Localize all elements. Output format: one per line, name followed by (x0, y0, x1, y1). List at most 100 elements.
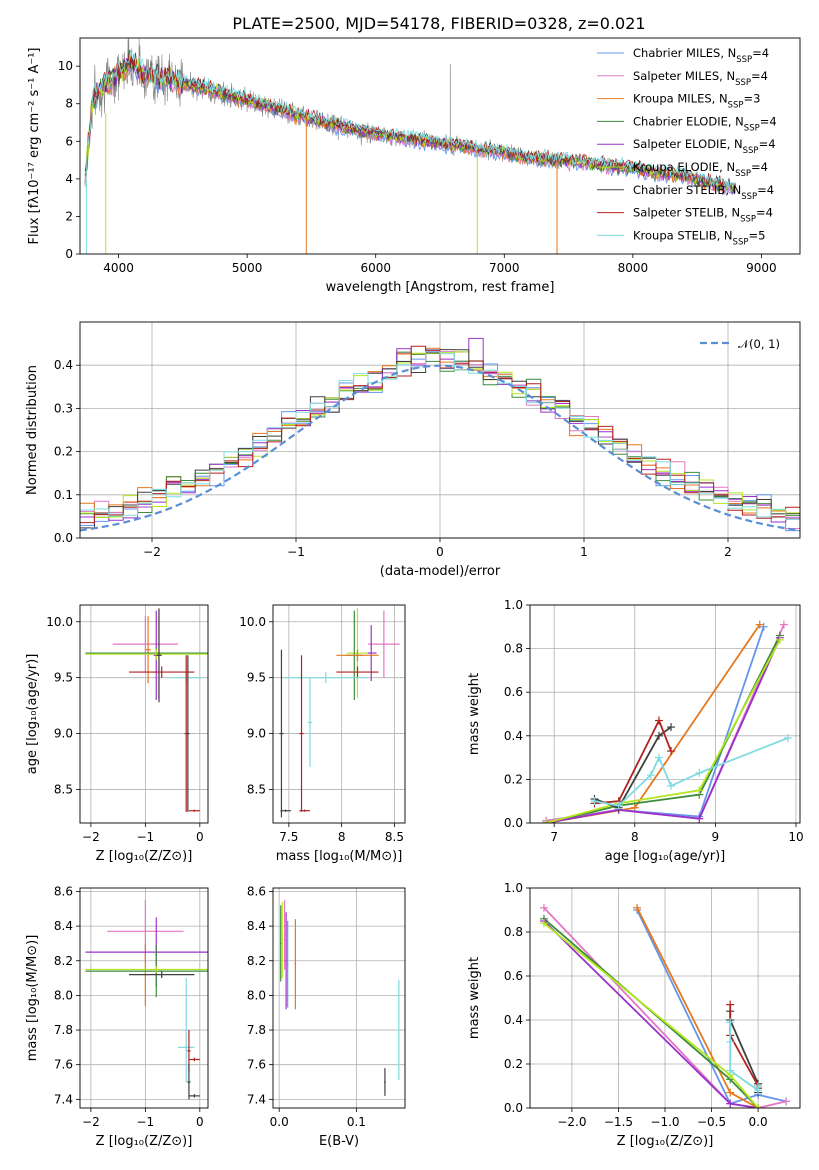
x-tick-label: 7.5 (279, 830, 298, 844)
y-tick-label: 8.2 (54, 954, 73, 968)
x-tick-label: 1 (580, 545, 588, 559)
x-tick-label: −1 (137, 1115, 155, 1129)
model-spectrum (84, 49, 736, 193)
y-tick-label: 7.6 (247, 1058, 266, 1072)
model-spectrum (84, 49, 736, 190)
normal-curve (80, 364, 800, 532)
histogram-step (80, 345, 800, 524)
x-tick-label: 8 (338, 830, 346, 844)
x-axis-label: Z [log₁₀(Z/Z⊙)] (96, 849, 193, 864)
y-tick-label: 7.8 (247, 1023, 266, 1037)
axes-frame (79, 37, 801, 255)
x-tick-label: 8 (631, 830, 639, 844)
x-tick-label: 8.5 (385, 830, 404, 844)
y-tick-label: 7.4 (247, 1092, 266, 1106)
x-tick-label: −1 (287, 545, 305, 559)
x-tick-label: 0.0 (749, 1115, 768, 1129)
y-axis-label: mass weight (467, 957, 482, 1039)
panel-mass-vs-Z: −2 −1 0 7.4 7.6 7.8 8.0 8.2 8.4 8.6 Z [log₁₀(Z/Z⊙)… (25, 884, 209, 1149)
legend-entry: Kroupa ELODIE, NSSP=4 (633, 160, 768, 179)
panel-age-vs-mass: 7.5 8 8.5 8.5 9.0 9.5 10.0 mass [log₁₀(M/M⊙)] (239, 604, 406, 864)
x-tick-label: 8000 (618, 261, 649, 275)
plot-area-massweight-vs-Z (539, 903, 791, 1108)
axes-frame (79, 321, 801, 539)
legend-spectrum: Chabrier MILES, NSSP=4 Salpeter MILES, NS… (597, 46, 777, 247)
errorbar-point (299, 655, 304, 812)
x-axis-label: age [log₁₀(age/yr)] (605, 849, 726, 864)
y-tick-label: 7.8 (54, 1023, 73, 1037)
x-tick-label: −2.0 (557, 1115, 586, 1129)
y-tick-label: 4 (65, 172, 73, 186)
errorbar-point (188, 1057, 200, 1062)
x-tick-label: −1 (137, 830, 155, 844)
panel-spectrum: 4000 5000 6000 7000 8000 9000 0 2 4 6 8 10 wavelengt… (27, 37, 801, 295)
mass-weight-line (594, 718, 672, 805)
x-tick-label: 0 (436, 545, 444, 559)
x-tick-label: 10 (788, 830, 803, 844)
legend-entry: Salpeter MILES, NSSP=4 (633, 69, 768, 88)
legend-entry: Chabrier MILES, NSSP=4 (633, 46, 769, 65)
mass-weight-line (545, 639, 781, 823)
y-tick-label: 0.0 (54, 531, 73, 545)
errorbar-point (307, 677, 313, 768)
legend-entry: 𝒩(0, 1) (738, 337, 780, 351)
axes-frame (529, 887, 801, 1109)
y-tick-label: 0 (65, 247, 73, 261)
y-tick-label: 9.0 (247, 727, 266, 741)
mass-weight-line (545, 624, 785, 822)
y-tick-label: 0.4 (54, 358, 73, 372)
x-tick-label: −2 (143, 545, 161, 559)
panel-residuals: −2 −1 0 1 2 0.0 0.1 0.2 0.3 0.4 (data-model)/error… (25, 321, 801, 579)
y-axis-label: mass [log₁₀(M/M⊙)] (25, 935, 40, 1062)
errorbar-point (336, 649, 379, 661)
legend-entry: Salpeter STELIB, NSSP=4 (633, 206, 773, 225)
errorbar-point (285, 912, 287, 1010)
x-tick-label: 4000 (103, 261, 134, 275)
x-tick-label: 0.1 (347, 1115, 366, 1129)
panel-massweight-vs-Z: −2.0 −1.5 −1.0 −0.5 0.0 0.0 0.2 0.4 0.6 0.8 1.0 Z [… (467, 881, 801, 1149)
y-tick-label: 0.2 (504, 1057, 523, 1071)
mass-weight-line (543, 918, 759, 1108)
errorbar-point (85, 648, 208, 660)
y-tick-label: 0.0 (504, 816, 523, 830)
axes-frame (529, 604, 801, 824)
x-axis-label: E(B-V) (319, 1134, 359, 1149)
y-tick-label: 0.4 (504, 1013, 523, 1027)
errorbar-point (112, 616, 179, 673)
x-tick-label: 6000 (360, 261, 391, 275)
mass-weight-line (545, 624, 761, 823)
histogram-step (80, 351, 800, 520)
errorbar-point (279, 649, 284, 818)
mass-weight-line (543, 922, 759, 1108)
errorbar-point (299, 809, 310, 812)
panel-mass-vs-EBV: 0.0 0.1 7.4 7.6 7.8 8.0 8.2 8.4 8.6 E(B-V) (247, 884, 406, 1149)
y-axis-label: age [log₁₀(age/yr)] (25, 654, 40, 775)
x-axis-label: (data-model)/error (380, 564, 501, 579)
y-tick-label: 0.8 (504, 642, 523, 656)
legend-entry: Salpeter ELODIE, NSSP=4 (633, 137, 776, 156)
errorbar-point (283, 900, 286, 970)
y-axis-label: Flux [fλ10⁻¹⁷ erg cm⁻² s⁻¹ A⁻¹] (27, 48, 42, 245)
y-tick-label: 8 (65, 97, 73, 111)
errorbar-point (129, 666, 195, 678)
plot-area-mass-vs-Z (85, 900, 208, 1100)
errorbar-point (279, 905, 282, 982)
y-tick-label: 2 (65, 209, 73, 223)
y-tick-label: 8.0 (247, 988, 266, 1002)
errorbar-point (156, 608, 162, 703)
mass-weight-line (636, 909, 787, 1105)
y-tick-label: 8.5 (247, 782, 266, 796)
legend-entry: Kroupa STELIB, NSSP=5 (633, 228, 765, 247)
x-tick-label: 9000 (746, 261, 777, 275)
y-tick-label: 10.0 (239, 615, 266, 629)
y-tick-label: 8.0 (54, 988, 73, 1002)
y-tick-label: 0.0 (504, 1101, 523, 1115)
figure-title: PLATE=2500, MJD=54178, FIBERID=0328, z=0… (232, 14, 645, 33)
x-axis-label: wavelength [Angstrom, rest frame] (326, 280, 555, 295)
y-axis-label: Normed distribution (25, 365, 40, 495)
x-tick-label: −2 (82, 1115, 100, 1129)
panel-age-vs-Z: −2 −1 0 8.5 9.0 9.5 10.0 Z [log₁₀(Z/Z⊙)] age [lo… (25, 604, 209, 864)
y-tick-label: 8.4 (247, 919, 266, 933)
errorbar-point (178, 1043, 195, 1051)
